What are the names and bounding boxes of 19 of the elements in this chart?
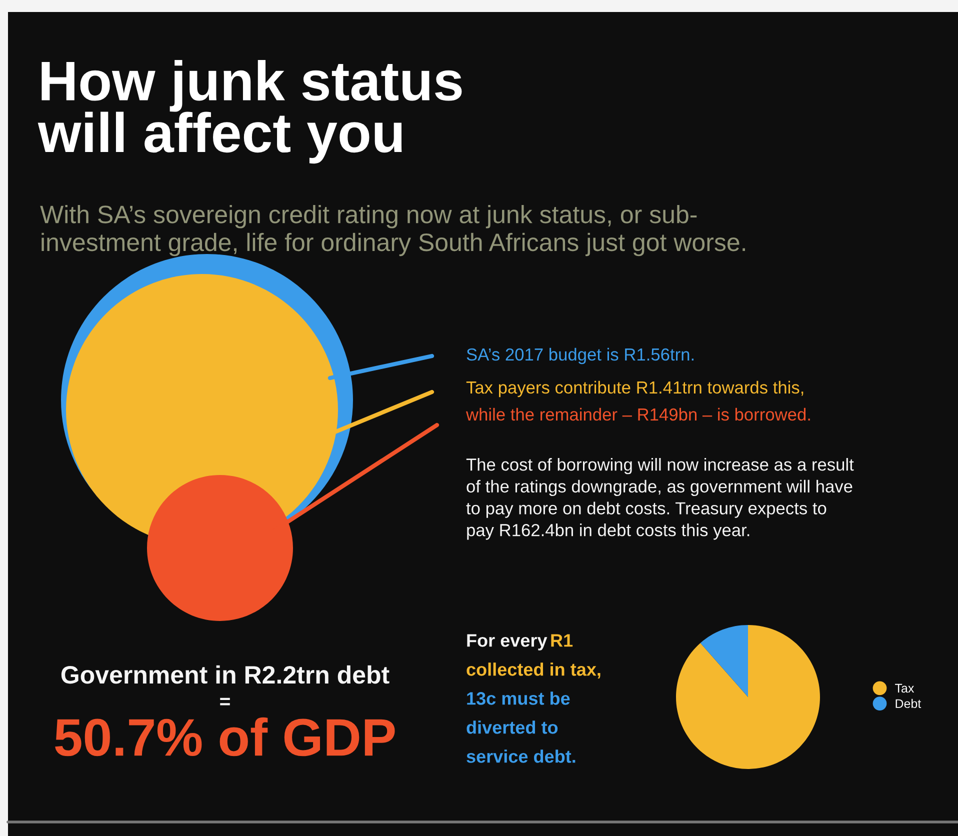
text: With SA’s sovereign credit rating now at junk status, or sub- investment grade, life for ordinary South Africans just got worse.	[40, 205, 746, 256]
text: Government in R2.2trn debt	[61, 665, 390, 684]
text: diverted to	[466, 720, 558, 734]
pie-slice	[676, 625, 820, 769]
chart-title: How junk status will affect you	[38, 60, 462, 164]
text: For every	[467, 634, 548, 650]
legend-label: Debt	[896, 698, 922, 708]
legend-label: Tax	[895, 684, 914, 693]
text: collected in tax,	[466, 662, 600, 678]
text: Tax payers contribute R1.41trn towards this,	[466, 380, 804, 398]
text: service debt.	[466, 750, 576, 763]
text: The cost of borrowing will now increase as a result of the ratings downgrade, as government will have to pay more on debt costs. Treasury expects to pay R162.4bn in debt costs this year.	[466, 458, 854, 540]
text: SA’s 2017 budget is R1.56trn.	[466, 348, 694, 364]
text: 13c must be	[467, 692, 570, 705]
text: 50.7% of GDP	[55, 717, 395, 756]
text: while the remainder – R149bn – is borrowed.	[466, 408, 810, 421]
text: =	[220, 698, 230, 706]
text: R1	[551, 634, 573, 647]
pie-slice	[700, 625, 748, 697]
